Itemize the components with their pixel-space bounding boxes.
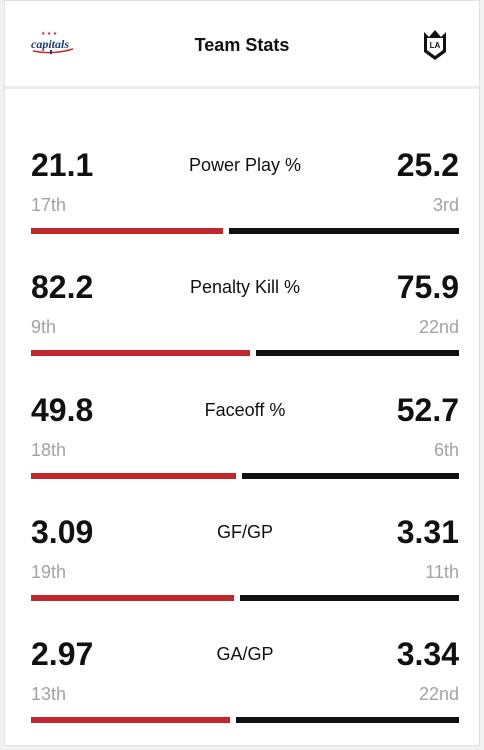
comparison-bar [31, 717, 459, 723]
stat-label: Faceoff % [204, 400, 286, 420]
stat-label: GF/GP [216, 522, 273, 542]
comparison-bar [31, 595, 459, 601]
svg-text:LA: LA [430, 41, 441, 50]
away-share-bar [240, 595, 459, 601]
comparison-bar [31, 228, 459, 234]
home-stat-rank: 17th [31, 195, 67, 215]
away-stat-value: 25.2 [396, 147, 459, 183]
page-title: Team Stats [194, 35, 290, 55]
card-header: ★ ★ ★ capitals Team Stats LA [5, 1, 479, 89]
away-stat-rank: 22nd [418, 317, 459, 337]
svg-text:★ ★ ★: ★ ★ ★ [41, 31, 58, 37]
stat-row: 49.8 Faceoff % 52.7 18th 6th [31, 392, 459, 492]
away-share-bar [242, 473, 459, 479]
home-share-bar [31, 350, 250, 356]
stat-label: Penalty Kill % [189, 277, 301, 297]
home-stat-rank: 18th [31, 440, 67, 460]
away-stat-rank: 11th [425, 562, 459, 582]
away-stat-rank: 6th [433, 440, 459, 460]
kings-logo-icon: LA [421, 28, 449, 62]
home-share-bar [31, 473, 236, 479]
home-stat-value: 49.8 [31, 392, 94, 428]
stat-row: 82.2 Penalty Kill % 75.9 9th 22nd [31, 269, 459, 369]
home-stat-rank: 9th [31, 317, 57, 337]
capitals-logo-icon: ★ ★ ★ capitals [29, 29, 77, 59]
away-stat-rank: 22nd [418, 684, 459, 704]
away-share-bar [236, 717, 459, 723]
svg-text:capitals: capitals [31, 37, 69, 51]
away-share-bar [229, 228, 459, 234]
home-share-bar [31, 717, 230, 723]
stat-row: 21.1 Power Play % 25.2 17th 3rd [31, 147, 459, 247]
stat-label: GA/GP [216, 644, 274, 664]
home-stat-value: 3.09 [31, 514, 94, 550]
away-stat-value: 52.7 [396, 392, 459, 428]
home-stat-rank: 13th [31, 684, 67, 704]
home-stat-value: 2.97 [31, 636, 94, 672]
home-share-bar [31, 595, 234, 601]
away-stat-rank: 3rd [432, 195, 459, 215]
home-stat-value: 82.2 [31, 269, 94, 305]
comparison-bar [31, 473, 459, 479]
home-stat-rank: 19th [31, 562, 67, 582]
team-stats-card: ★ ★ ★ capitals Team Stats LA 21.1 Power P… [4, 0, 480, 746]
comparison-bar [31, 350, 459, 356]
away-stat-value: 3.34 [396, 636, 459, 672]
away-stat-value: 75.9 [396, 269, 459, 305]
stat-row: 2.97 GA/GP 3.34 13th 22nd [31, 636, 459, 736]
home-share-bar [31, 228, 223, 234]
stat-row: 3.09 GF/GP 3.31 19th 11th [31, 514, 459, 614]
home-stat-value: 21.1 [31, 147, 94, 183]
away-share-bar [256, 350, 459, 356]
away-stat-value: 3.31 [396, 514, 459, 550]
stat-label: Power Play % [188, 155, 302, 175]
